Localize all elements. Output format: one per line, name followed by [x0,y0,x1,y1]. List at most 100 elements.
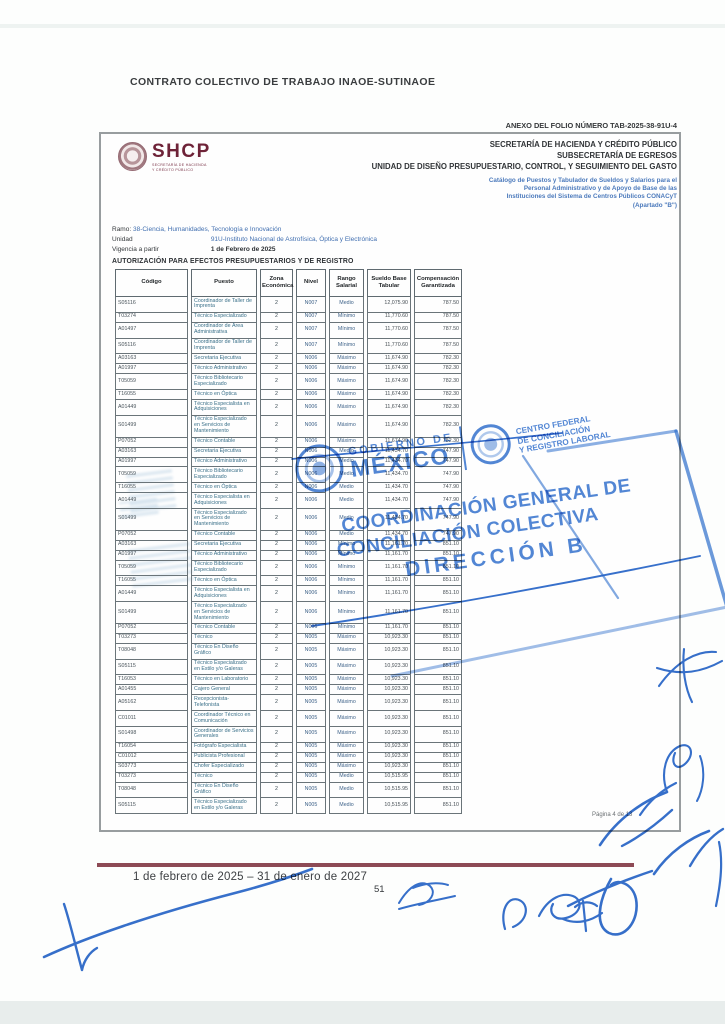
cell-zona: 2 [260,602,293,624]
table-row: S01498 Coordinador de Servicios Generales… [115,727,462,743]
cell-zona: 2 [260,447,293,458]
cell-codigo: S01499 [115,509,188,531]
cell-compensacion: 851.10 [414,675,462,686]
cell-codigo: T03274 [115,312,188,323]
cell-sueldo: 11,770.60 [367,312,411,323]
cell-sueldo: 11,161.70 [367,623,411,634]
header-sueldo: Sueldo Base Tabular [367,269,411,297]
ramo-value: 38-Ciencia, Humanidades, Tecnología e In… [132,226,282,233]
cell-sueldo: 12,075.90 [367,297,411,313]
cell-puesto: Técnico Especialista en Adquisiciones [191,493,257,510]
cell-compensacion: 851.10 [414,659,462,676]
cell-sueldo: 10,923.30 [367,742,411,753]
cell-compensacion: 851.10 [414,752,462,763]
cell-codigo: T05059 [115,560,188,577]
cfcrl-seal-icon [468,421,514,467]
unidad-row: Unidad 91U-Instituto Nacional de Astrofí… [112,235,377,245]
cell-nivel: N007 [296,338,326,355]
table-row: P07052 Técnico Contable 2 N006 Mínimo 11,161.… [115,623,462,634]
cell-puesto: Chofer Especializado [191,762,257,773]
cell-puesto: Técnico Contable [191,530,257,541]
cell-nivel: N005 [296,685,326,696]
cell-zona: 2 [260,782,293,799]
cell-nivel: N006 [296,540,326,551]
cell-zona: 2 [260,354,293,365]
table-row: T08048 Técnico En Diseño Gráfico 2 N005 Medi… [115,782,462,799]
cell-zona: 2 [260,390,293,401]
cell-codigo: T16053 [115,675,188,686]
cell-sueldo: 10,923.30 [367,762,411,773]
cell-puesto: Técnico en Laboratorio [191,675,257,686]
cell-zona: 2 [260,483,293,494]
cell-compensacion: 851.10 [414,602,462,624]
cell-codigo: T08048 [115,643,188,660]
cell-compensacion: 851.10 [414,762,462,773]
cell-nivel: N007 [296,297,326,313]
footer-rule [97,863,634,867]
cell-sueldo: 11,434.70 [367,530,411,541]
cell-puesto: Técnico Administrativo [191,364,257,375]
cell-codigo: S05116 [115,338,188,355]
cell-codigo: S01498 [115,727,188,743]
gobmx-eagle-icon [292,441,347,496]
table-row: T16055 Técnico en Óptica 2 N006 Máximo 11,674… [115,390,462,401]
cell-compensacion: 782.30 [414,400,462,416]
cell-puesto: Técnico Especialista en Adquisiciones [191,400,257,416]
cell-puesto: Técnico Especializado en Servicios de Ma… [191,415,257,438]
cell-nivel: N005 [296,643,326,660]
cell-nivel: N005 [296,752,326,763]
cell-zona: 2 [260,550,293,561]
header-zona: Zona Económica [260,269,293,297]
table-row: C01011 Coordinador Técnico en Comunicació… [115,711,462,728]
page-indicator: Página 4 de 13 [592,812,633,818]
cell-rango: Medio [329,530,364,541]
cell-codigo: T16054 [115,742,188,753]
cell-puesto: Secretaria Ejecutiva [191,540,257,551]
cell-zona: 2 [260,374,293,391]
cell-puesto: Secretaria Ejecutiva [191,447,257,458]
cell-rango: Máximo [329,685,364,696]
cell-sueldo: 10,515.95 [367,798,411,815]
cell-codigo: T16055 [115,576,188,587]
cell-codigo: A05162 [115,695,188,712]
cell-rango: Medio [329,782,364,799]
vigencia-value: 1 de Febrero de 2025 [210,246,276,254]
cell-compensacion: 851.10 [414,623,462,634]
cell-rango: Mínimo [329,623,364,634]
cell-puesto: Técnico en Óptica [191,576,257,587]
cell-rango: Máximo [329,675,364,686]
ramo-label: Ramo: [112,226,132,233]
cell-compensacion: 787.50 [414,322,462,339]
cell-nivel: N007 [296,312,326,323]
cell-rango: Mínimo [329,602,364,624]
table-row: T03273 Técnico 2 N005 Medio 10,515.95 851.10 [115,772,462,783]
cell-codigo: A01997 [115,364,188,375]
cell-rango: Máximo [329,400,364,416]
document-meta: Ramo: 38-Ciencia, Humanidades, Tecnologí… [112,225,377,268]
cell-zona: 2 [260,576,293,587]
contract-period: 1 de febrero de 2025 – 31 de enero de 20… [133,871,368,883]
cell-rango: Medio [329,772,364,783]
cell-puesto: Coordinador de Taller de Imprenta [191,338,257,355]
cell-puesto: Secretaria Ejecutiva [191,354,257,365]
cell-compensacion: 747.90 [414,467,462,484]
table-row: S05116 Coordinador de Taller de Imprenta 2… [115,338,462,355]
vigencia-row: Vigencia a partir 1 de Febrero de 2025 [112,245,377,255]
cell-sueldo: 11,674.90 [367,390,411,401]
cell-sueldo: 11,434.70 [367,457,411,468]
table-row: S05115 Técnico Especializado en Estilo y/… [115,798,462,815]
cell-sueldo: 11,674.90 [367,374,411,391]
cell-zona: 2 [260,312,293,323]
cell-sueldo: 10,923.30 [367,643,411,660]
cell-rango: Máximo [329,711,364,728]
cell-compensacion: 851.10 [414,727,462,743]
cell-puesto: Técnico Administrativo [191,457,257,468]
table-row: A01497 Coordinador de Área Administrativa… [115,322,462,339]
cell-compensacion: 787.50 [414,297,462,313]
cell-zona: 2 [260,752,293,763]
cell-nivel: N006 [296,364,326,375]
contract-title: CONTRATO COLECTIVO DE TRABAJO INAOE-SUTI… [130,76,436,88]
cell-puesto: Técnico Especializado [191,312,257,323]
cell-puesto: Técnico [191,772,257,783]
